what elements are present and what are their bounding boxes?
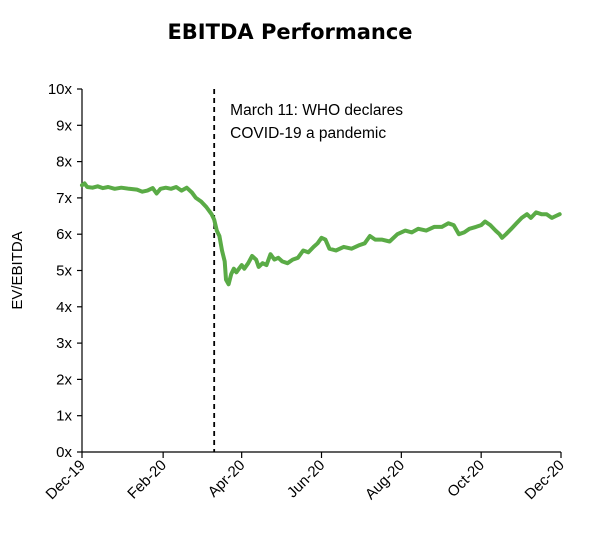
y-tick-label: 4x [56,299,72,316]
x-tick-label: Feb-20 [124,457,170,503]
y-tick-label: 3x [56,335,72,352]
x-tick-label: Dec-19 [43,457,89,503]
x-tick-label: Aug-20 [362,457,408,503]
chart-title: EBITDA Performance [167,20,413,44]
series-group [80,181,562,287]
y-tick-label: 2x [56,371,72,388]
annotation-text: March 11: WHO declares [230,102,403,119]
x-tick-label: Apr-20 [205,457,249,501]
y-tick-label: 1x [56,408,72,425]
series-line [80,181,562,287]
y-tick-label: 6x [56,226,72,243]
annotations: March 11: WHO declares COVID-19 a pandemi… [213,89,403,452]
y-axis-label: EV/EBITDA [9,231,26,309]
y-tick-label: 0x [56,444,72,461]
y-tick-label: 7x [56,190,72,207]
y-tick-label: 8x [56,154,72,171]
annotation-text: COVID-19 a pandemic [230,125,386,142]
y-tick-label: 9x [56,117,72,134]
y-tick-label: 10x [48,81,73,98]
x-tick-label: Dec-20 [522,457,568,503]
x-tick-label: Oct-20 [444,457,488,501]
y-axis: 0x 1x 2x 3x 4x 5x 6x 7x 8x 9x 10x [48,81,83,461]
x-axis: Dec-19 Feb-20 Apr-20 Jun-20 Aug-20 Oct-20 Dec-… [43,451,568,503]
y-tick-label: 5x [56,263,72,280]
x-tick-label: Jun-20 [284,457,328,501]
